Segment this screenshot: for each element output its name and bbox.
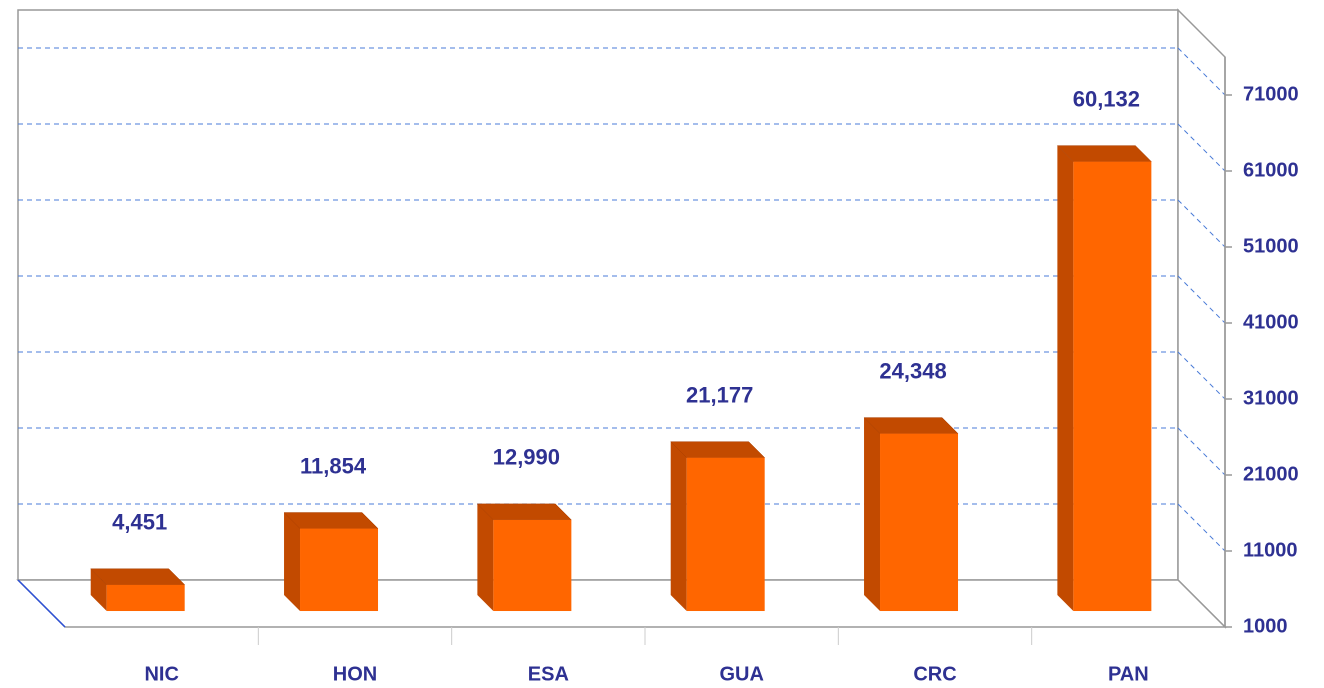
bar-side [864,417,881,612]
bar-top [1056,145,1152,162]
bar-top [283,512,379,529]
grid-line-side [1177,351,1226,400]
y-tick-label: 21000 [1243,463,1299,485]
bar-side [284,512,301,612]
value-label: 60,132 [1073,86,1140,111]
y-tick-label: 51000 [1243,235,1299,257]
y-tick-label: 31000 [1243,387,1299,409]
bar-side [1057,145,1074,612]
grid-line-side [1177,199,1226,248]
bar-side [477,503,494,612]
bar [686,457,765,612]
x-tick-label: ESA [528,663,569,685]
y-tick-label: 71000 [1243,83,1299,105]
floor-edge [17,579,66,628]
y-tick-label: 41000 [1243,311,1299,333]
bar-top [90,568,186,586]
bar [493,519,572,612]
y-tick-label: 11000 [1243,539,1298,561]
x-tick-label: GUA [719,663,763,685]
grid-line-side [1177,503,1226,552]
x-tick-label: PAN [1108,663,1149,685]
grid-line-side [1177,47,1226,96]
value-label: 12,990 [493,445,560,470]
grid-line-side [1177,275,1226,324]
x-tick-label: HON [333,663,377,685]
value-label: 11,854 [300,453,367,478]
bar-top [670,441,766,458]
grid-line-side [1177,123,1226,172]
bar [300,528,379,612]
value-label: 24,348 [879,358,946,383]
value-label: 21,177 [686,383,753,408]
side-wall [1177,8,1226,629]
bar-top [863,417,959,434]
x-tick-label: NIC [144,663,178,685]
floor [16,579,1227,628]
grid-line-side [1177,427,1226,476]
bar-top [476,503,572,521]
y-tick-label: 1000 [1243,615,1288,637]
y-tick-label: 61000 [1243,159,1299,181]
back-wall [17,9,1179,581]
bar-side [670,441,687,612]
bar [1073,161,1152,612]
bar-side [90,568,107,612]
x-tick-label: CRC [913,663,956,685]
bar [880,433,959,612]
value-label: 4,451 [112,510,167,535]
bar [106,584,185,612]
